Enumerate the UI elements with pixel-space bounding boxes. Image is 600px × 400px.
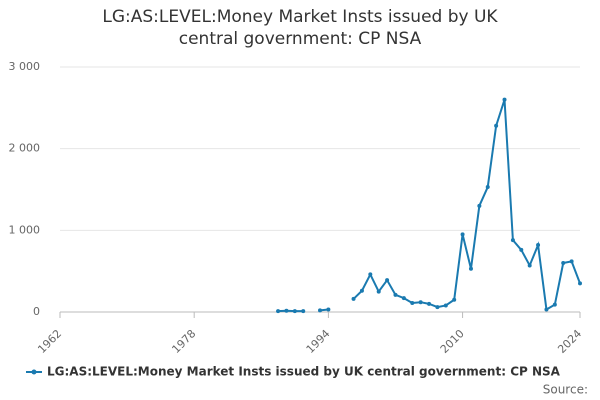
point [477, 203, 482, 208]
point [443, 303, 448, 308]
y-tick-label: 0 [33, 305, 40, 318]
point [502, 97, 507, 102]
x-tick-label: 1962 [35, 327, 64, 356]
point [284, 308, 289, 313]
point [460, 232, 465, 237]
point [510, 238, 515, 243]
point [519, 247, 524, 252]
x-tick-label: 1994 [304, 327, 333, 356]
point [410, 301, 415, 306]
point [435, 305, 440, 310]
point [578, 281, 582, 286]
point [452, 297, 457, 302]
point [276, 309, 281, 314]
point [468, 266, 473, 271]
line [352, 99, 581, 312]
y-tick-label: 3 000 [9, 60, 41, 73]
point [393, 292, 398, 297]
legend-label: LG:AS:LEVEL:Money Market Insts issued by… [47, 365, 561, 379]
point [301, 309, 306, 314]
chart-title: LG:AS:LEVEL:Money Market Insts issued by… [102, 7, 498, 49]
point [536, 243, 541, 248]
point [561, 261, 566, 265]
point [376, 289, 381, 294]
point [569, 259, 574, 264]
y-tick-label: 1 000 [9, 223, 41, 236]
point [485, 185, 490, 190]
point [527, 263, 532, 268]
point [494, 123, 499, 128]
source: Source: [543, 383, 588, 397]
x-tick-label: 2024 [555, 327, 584, 356]
point [385, 278, 390, 283]
point [292, 309, 297, 314]
x-tick-label: 1978 [169, 327, 198, 356]
x-tick-label: 2010 [438, 327, 467, 356]
point [368, 272, 373, 277]
point [544, 307, 549, 312]
point [552, 302, 557, 307]
point [318, 308, 322, 313]
point [418, 300, 423, 305]
point [351, 296, 356, 301]
y-tick-label: 2 000 [9, 142, 41, 155]
point [326, 307, 331, 312]
point [401, 296, 406, 301]
point [359, 288, 364, 293]
point [427, 301, 432, 306]
legend-swatch-dot [31, 369, 37, 375]
